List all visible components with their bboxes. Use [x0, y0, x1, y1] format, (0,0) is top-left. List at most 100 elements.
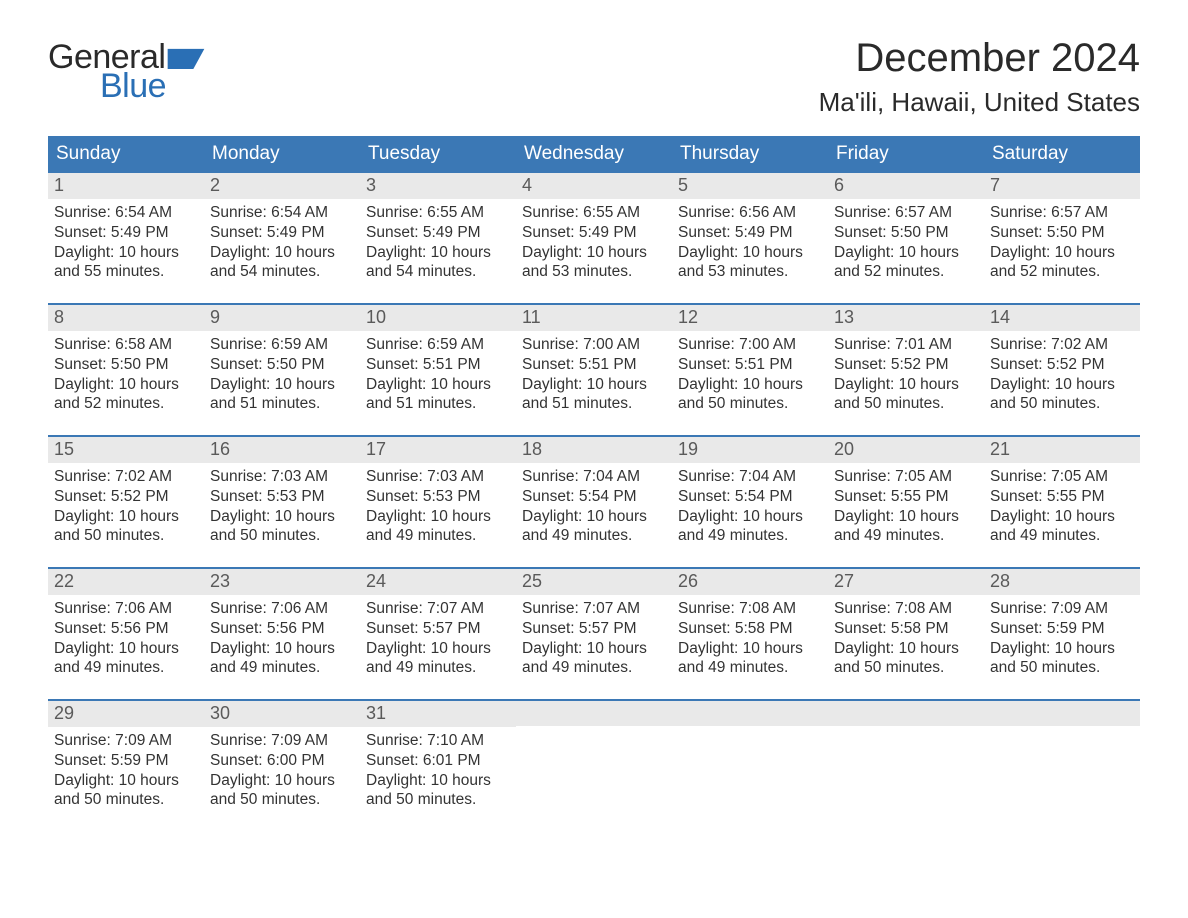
daylight-line2: and 50 minutes.: [834, 394, 978, 414]
calendar-day: 19Sunrise: 7:04 AMSunset: 5:54 PMDayligh…: [672, 437, 828, 555]
daylight-line1: Daylight: 10 hours: [366, 507, 510, 527]
sunset-text: Sunset: 5:49 PM: [54, 223, 198, 243]
daylight-line1: Daylight: 10 hours: [54, 771, 198, 791]
daylight-line2: and 49 minutes.: [678, 526, 822, 546]
day-number: 8: [48, 305, 204, 331]
day-details: Sunrise: 6:57 AMSunset: 5:50 PMDaylight:…: [828, 199, 984, 282]
weekday-thursday: Thursday: [672, 136, 828, 173]
sunrise-text: Sunrise: 6:56 AM: [678, 203, 822, 223]
calendar-day: 15Sunrise: 7:02 AMSunset: 5:52 PMDayligh…: [48, 437, 204, 555]
daylight-line2: and 50 minutes.: [54, 790, 198, 810]
sunrise-text: Sunrise: 7:05 AM: [990, 467, 1134, 487]
day-number: 17: [360, 437, 516, 463]
day-number: 29: [48, 701, 204, 727]
daylight-line2: and 53 minutes.: [678, 262, 822, 282]
title-block: December 2024 Ma'ili, Hawaii, United Sta…: [819, 36, 1140, 118]
daylight-line1: Daylight: 10 hours: [990, 507, 1134, 527]
sunset-text: Sunset: 5:55 PM: [834, 487, 978, 507]
flag-icon: [167, 47, 205, 69]
day-details: Sunrise: 6:59 AMSunset: 5:50 PMDaylight:…: [204, 331, 360, 414]
calendar-day: 28Sunrise: 7:09 AMSunset: 5:59 PMDayligh…: [984, 569, 1140, 687]
sunset-text: Sunset: 5:49 PM: [522, 223, 666, 243]
weekday-saturday: Saturday: [984, 136, 1140, 173]
day-number: 10: [360, 305, 516, 331]
sunrise-text: Sunrise: 7:04 AM: [678, 467, 822, 487]
calendar-day: 7Sunrise: 6:57 AMSunset: 5:50 PMDaylight…: [984, 173, 1140, 291]
day-details: Sunrise: 7:10 AMSunset: 6:01 PMDaylight:…: [360, 727, 516, 810]
week-row: 1Sunrise: 6:54 AMSunset: 5:49 PMDaylight…: [48, 173, 1140, 291]
daylight-line2: and 49 minutes.: [210, 658, 354, 678]
calendar-day: 23Sunrise: 7:06 AMSunset: 5:56 PMDayligh…: [204, 569, 360, 687]
calendar-day: 17Sunrise: 7:03 AMSunset: 5:53 PMDayligh…: [360, 437, 516, 555]
day-number: 7: [984, 173, 1140, 199]
sunrise-text: Sunrise: 7:01 AM: [834, 335, 978, 355]
daylight-line2: and 50 minutes.: [990, 658, 1134, 678]
weekday-header-row: Sunday Monday Tuesday Wednesday Thursday…: [48, 136, 1140, 173]
sunset-text: Sunset: 5:58 PM: [834, 619, 978, 639]
day-number: 28: [984, 569, 1140, 595]
daylight-line2: and 50 minutes.: [678, 394, 822, 414]
sunset-text: Sunset: 5:54 PM: [678, 487, 822, 507]
calendar-day: 6Sunrise: 6:57 AMSunset: 5:50 PMDaylight…: [828, 173, 984, 291]
day-details: Sunrise: 6:59 AMSunset: 5:51 PMDaylight:…: [360, 331, 516, 414]
day-details: Sunrise: 6:54 AMSunset: 5:49 PMDaylight:…: [48, 199, 204, 282]
daylight-line1: Daylight: 10 hours: [54, 375, 198, 395]
day-number: 13: [828, 305, 984, 331]
sunrise-text: Sunrise: 7:03 AM: [210, 467, 354, 487]
calendar-day: 14Sunrise: 7:02 AMSunset: 5:52 PMDayligh…: [984, 305, 1140, 423]
calendar-day: 16Sunrise: 7:03 AMSunset: 5:53 PMDayligh…: [204, 437, 360, 555]
daylight-line2: and 55 minutes.: [54, 262, 198, 282]
daylight-line1: Daylight: 10 hours: [210, 771, 354, 791]
day-number: [672, 701, 828, 726]
day-details: Sunrise: 7:04 AMSunset: 5:54 PMDaylight:…: [516, 463, 672, 546]
sunset-text: Sunset: 5:52 PM: [834, 355, 978, 375]
sunset-text: Sunset: 5:53 PM: [210, 487, 354, 507]
day-details: Sunrise: 7:06 AMSunset: 5:56 PMDaylight:…: [48, 595, 204, 678]
sunset-text: Sunset: 5:52 PM: [990, 355, 1134, 375]
day-details: Sunrise: 6:55 AMSunset: 5:49 PMDaylight:…: [516, 199, 672, 282]
sunset-text: Sunset: 6:01 PM: [366, 751, 510, 771]
sunrise-text: Sunrise: 6:59 AM: [366, 335, 510, 355]
sunrise-text: Sunrise: 7:10 AM: [366, 731, 510, 751]
daylight-line2: and 50 minutes.: [210, 790, 354, 810]
daylight-line2: and 49 minutes.: [366, 526, 510, 546]
day-details: Sunrise: 7:07 AMSunset: 5:57 PMDaylight:…: [360, 595, 516, 678]
day-number: 9: [204, 305, 360, 331]
weekday-friday: Friday: [828, 136, 984, 173]
calendar-day: 9Sunrise: 6:59 AMSunset: 5:50 PMDaylight…: [204, 305, 360, 423]
daylight-line2: and 49 minutes.: [834, 526, 978, 546]
day-number: 19: [672, 437, 828, 463]
day-number: [828, 701, 984, 726]
daylight-line1: Daylight: 10 hours: [834, 639, 978, 659]
day-details: Sunrise: 7:01 AMSunset: 5:52 PMDaylight:…: [828, 331, 984, 414]
sunset-text: Sunset: 5:51 PM: [366, 355, 510, 375]
daylight-line1: Daylight: 10 hours: [210, 375, 354, 395]
day-number: 4: [516, 173, 672, 199]
day-number: 6: [828, 173, 984, 199]
day-details: Sunrise: 7:04 AMSunset: 5:54 PMDaylight:…: [672, 463, 828, 546]
calendar-day: 25Sunrise: 7:07 AMSunset: 5:57 PMDayligh…: [516, 569, 672, 687]
daylight-line1: Daylight: 10 hours: [834, 375, 978, 395]
logo-word-blue: Blue: [100, 67, 166, 106]
calendar-day: [984, 701, 1140, 819]
day-details: Sunrise: 7:07 AMSunset: 5:57 PMDaylight:…: [516, 595, 672, 678]
daylight-line1: Daylight: 10 hours: [366, 243, 510, 263]
day-number: 31: [360, 701, 516, 727]
daylight-line2: and 54 minutes.: [366, 262, 510, 282]
day-number: 24: [360, 569, 516, 595]
daylight-line1: Daylight: 10 hours: [834, 243, 978, 263]
day-number: 14: [984, 305, 1140, 331]
sunset-text: Sunset: 5:54 PM: [522, 487, 666, 507]
daylight-line1: Daylight: 10 hours: [210, 639, 354, 659]
calendar-day: 26Sunrise: 7:08 AMSunset: 5:58 PMDayligh…: [672, 569, 828, 687]
daylight-line2: and 54 minutes.: [210, 262, 354, 282]
day-details: Sunrise: 7:02 AMSunset: 5:52 PMDaylight:…: [48, 463, 204, 546]
day-number: 30: [204, 701, 360, 727]
calendar-day: 4Sunrise: 6:55 AMSunset: 5:49 PMDaylight…: [516, 173, 672, 291]
sunset-text: Sunset: 5:52 PM: [54, 487, 198, 507]
day-details: Sunrise: 7:09 AMSunset: 6:00 PMDaylight:…: [204, 727, 360, 810]
day-details: Sunrise: 6:55 AMSunset: 5:49 PMDaylight:…: [360, 199, 516, 282]
daylight-line2: and 50 minutes.: [366, 790, 510, 810]
sunrise-text: Sunrise: 7:02 AM: [990, 335, 1134, 355]
daylight-line2: and 49 minutes.: [678, 658, 822, 678]
